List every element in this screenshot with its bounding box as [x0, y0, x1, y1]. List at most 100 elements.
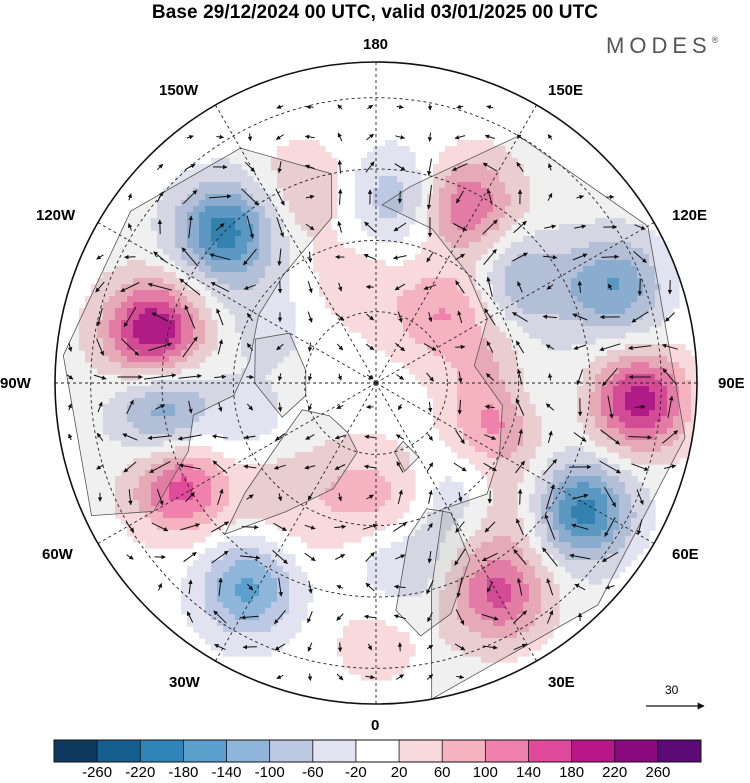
anomaly-cell: [589, 476, 596, 483]
anomaly-cell: [547, 596, 554, 603]
anomaly-cell: [463, 146, 470, 153]
anomaly-cell: [145, 458, 152, 465]
anomaly-cell: [361, 506, 368, 513]
anomaly-cell: [301, 188, 308, 195]
anomaly-cell: [595, 524, 602, 531]
anomaly-cell: [301, 506, 308, 513]
anomaly-cell: [205, 350, 212, 357]
anomaly-cell: [439, 212, 446, 219]
anomaly-cell: [589, 284, 596, 291]
anomaly-cell: [637, 236, 644, 243]
anomaly-cell: [649, 392, 656, 399]
anomaly-cell: [607, 326, 614, 333]
anomaly-cell: [451, 188, 458, 195]
anomaly-cell: [241, 602, 248, 609]
anomaly-cell: [481, 404, 488, 411]
anomaly-cell: [97, 356, 104, 363]
anomaly-cell: [235, 326, 242, 333]
anomaly-cell: [199, 242, 206, 249]
anomaly-cell: [409, 356, 416, 363]
anomaly-cell: [421, 308, 428, 315]
anomaly-cell: [163, 218, 170, 225]
anomaly-cell: [547, 542, 554, 549]
anomaly-cell: [655, 242, 662, 249]
anomaly-cell: [619, 434, 626, 441]
anomaly-cell: [271, 158, 278, 165]
anomaly-cell: [433, 302, 440, 309]
anomaly-cell: [145, 386, 152, 393]
anomaly-cell: [295, 188, 302, 195]
anomaly-cell: [421, 530, 428, 537]
anomaly-cell: [169, 458, 176, 465]
anomaly-cell: [181, 584, 188, 591]
anomaly-cell: [547, 572, 554, 579]
anomaly-cell: [535, 554, 542, 561]
anomaly-cell: [343, 266, 350, 273]
anomaly-cell: [511, 386, 518, 393]
anomaly-cell: [433, 392, 440, 399]
anomaly-cell: [229, 554, 236, 561]
anomaly-cell: [145, 314, 152, 321]
anomaly-cell: [553, 602, 560, 609]
anomaly-cell: [637, 398, 644, 405]
anomaly-cell: [607, 500, 614, 507]
anomaly-cell: [643, 440, 650, 447]
anomaly-cell: [253, 344, 260, 351]
anomaly-cell: [379, 188, 386, 195]
anomaly-cell: [679, 416, 686, 423]
anomaly-cell: [127, 266, 134, 273]
anomaly-cell: [391, 278, 398, 285]
anomaly-cell: [649, 404, 656, 411]
anomaly-cell: [565, 314, 572, 321]
anomaly-cell: [499, 494, 506, 501]
anomaly-cell: [115, 368, 122, 375]
anomaly-cell: [199, 188, 206, 195]
anomaly-cell: [211, 476, 218, 483]
anomaly-cell: [481, 398, 488, 405]
anomaly-cell: [217, 506, 224, 513]
anomaly-cell: [133, 464, 140, 471]
anomaly-cell: [127, 482, 134, 489]
anomaly-cell: [691, 362, 697, 369]
anomaly-cell: [229, 422, 236, 429]
anomaly-cell: [337, 242, 344, 249]
anomaly-cell: [481, 140, 488, 147]
anomaly-cell: [439, 200, 446, 207]
anomaly-cell: [157, 458, 164, 465]
anomaly-cell: [499, 452, 506, 459]
anomaly-cell: [295, 452, 302, 459]
anomaly-cell: [301, 494, 308, 501]
anomaly-cell: [391, 176, 398, 183]
anomaly-cell: [187, 542, 194, 549]
anomaly-cell: [619, 368, 626, 375]
anomaly-cell: [229, 488, 236, 495]
anomaly-cell: [499, 152, 506, 159]
anomaly-cell: [613, 488, 620, 495]
anomaly-cell: [517, 596, 524, 603]
anomaly-cell: [415, 542, 422, 549]
anomaly-cell: [349, 506, 356, 513]
anomaly-cell: [289, 344, 296, 351]
anomaly-cell: [265, 224, 272, 231]
anomaly-cell: [265, 428, 272, 435]
anomaly-cell: [199, 608, 206, 615]
anomaly-cell: [541, 254, 548, 261]
anomaly-cell: [595, 254, 602, 261]
anomaly-cell: [139, 362, 146, 369]
anomaly-cell: [313, 140, 320, 147]
anomaly-cell: [85, 326, 92, 333]
anomaly-cell: [463, 284, 470, 291]
anomaly-cell: [319, 248, 326, 255]
anomaly-cell: [415, 548, 422, 555]
anomaly-cell: [325, 446, 332, 453]
anomaly-cell: [493, 518, 500, 525]
anomaly-cell: [457, 140, 464, 147]
anomaly-cell: [295, 500, 302, 507]
anomaly-cell: [253, 398, 260, 405]
anomaly-cell: [151, 362, 158, 369]
anomaly-cell: [211, 344, 218, 351]
anomaly-cell: [361, 314, 368, 321]
anomaly-cell: [625, 254, 632, 261]
anomaly-cell: [265, 542, 272, 549]
anomaly-cell: [469, 398, 476, 405]
